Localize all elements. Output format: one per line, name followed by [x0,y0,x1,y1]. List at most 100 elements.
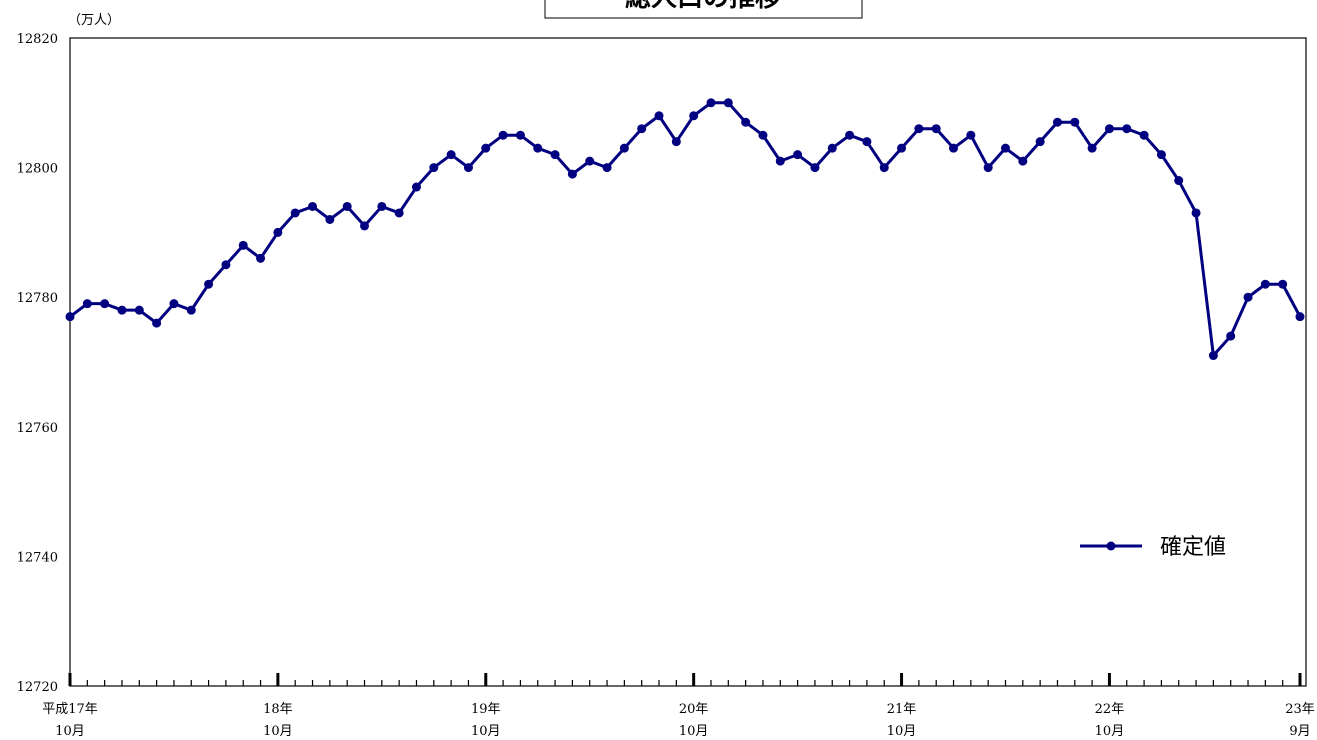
data-point [204,279,214,289]
data-point [308,201,318,211]
data-point [949,143,959,153]
data-point [1243,292,1253,302]
data-point [845,130,855,140]
data-point [1278,279,1288,289]
data-point [100,299,110,309]
data-point [117,305,127,315]
plot-area-frame [69,37,1307,687]
data-point [810,163,820,173]
x-tick-label-year: 22年 [1095,702,1125,717]
data-point [221,260,231,270]
data-point [394,208,404,218]
data-point [723,98,733,108]
y-axis: 12720 12740 12760 12780 12800 12820 [17,32,58,695]
x-tick-label-year: 20年 [679,702,709,717]
y-tick-label: 12820 [17,32,58,47]
data-point [550,150,560,160]
data-point [1295,312,1305,322]
x-tick-label-year: 21年 [887,702,917,717]
data-point [879,163,889,173]
data-point [1226,331,1236,341]
data-point [897,143,907,153]
data-point [983,163,993,173]
data-point [914,124,924,134]
data-point [1018,156,1028,166]
data-point [186,305,196,315]
y-tick-label: 12740 [17,550,58,565]
data-point [931,124,941,134]
data-point [65,312,75,322]
data-point [1174,176,1184,186]
data-point [342,201,352,211]
data-point [429,163,439,173]
data-point [1000,143,1010,153]
data-point [377,201,387,211]
data-point [689,111,699,121]
data-point [82,299,92,309]
legend-marker [1106,541,1116,551]
x-tick-label-month: 10月 [679,724,709,739]
legend: 確定値 [1080,535,1226,560]
data-point [533,143,543,153]
x-tick-label-year: 19年 [471,702,501,717]
y-axis-unit-label: （万人） [68,13,120,28]
data-point [515,130,525,140]
series-kakuteichi [65,98,1305,361]
data-point [637,124,647,134]
data-point [463,163,473,173]
data-point [152,318,162,328]
data-point [602,163,612,173]
x-tick-label-year: 18年 [263,702,293,717]
data-point [134,305,144,315]
chart-title: 総人口の推移 [544,0,863,19]
data-point [1139,130,1149,140]
data-point [446,150,456,160]
data-point [273,227,283,237]
data-point [1087,143,1097,153]
data-point [411,182,421,192]
x-tick-label-month: 10月 [887,724,917,739]
x-tick-label-month: 9月 [1289,724,1310,739]
data-point [966,130,976,140]
data-point [793,150,803,160]
data-point [671,137,681,147]
data-point [325,214,335,224]
data-point [862,137,872,147]
data-point [827,143,837,153]
y-tick-label: 12760 [17,421,58,436]
x-tick-label-year: 平成17年 [42,702,98,717]
y-tick-label: 12720 [17,680,58,695]
chart-title-box [544,0,863,19]
data-point [256,253,266,263]
data-point [654,111,664,121]
data-point [775,156,785,166]
data-point [1104,124,1114,134]
data-point [758,130,768,140]
y-tick-label: 12780 [17,291,58,306]
data-point [706,98,716,108]
data-point [360,221,370,231]
data-point [1052,117,1062,127]
data-point [238,240,248,250]
data-point [1208,351,1218,361]
data-point [1260,279,1270,289]
x-tick-label-month: 10月 [55,724,85,739]
data-point [741,117,751,127]
data-point [1035,137,1045,147]
data-point [1122,124,1132,134]
data-point [498,130,508,140]
x-axis: 平成17年 10月 18年 10月 19年 10月 20年 10月 21年 10月 22年 10月 23… [42,673,1315,739]
data-point [585,156,595,166]
x-tick-label-year: 23年 [1285,702,1315,717]
data-point [481,143,491,153]
data-point [619,143,629,153]
data-point [169,299,179,309]
x-tick-label-month: 10月 [471,724,501,739]
data-point [290,208,300,218]
data-point [567,169,577,179]
series-line [69,101,1302,358]
x-tick-label-month: 10月 [263,724,293,739]
chart-title-text: 総人口の推移 [625,0,781,13]
data-point [1191,208,1201,218]
